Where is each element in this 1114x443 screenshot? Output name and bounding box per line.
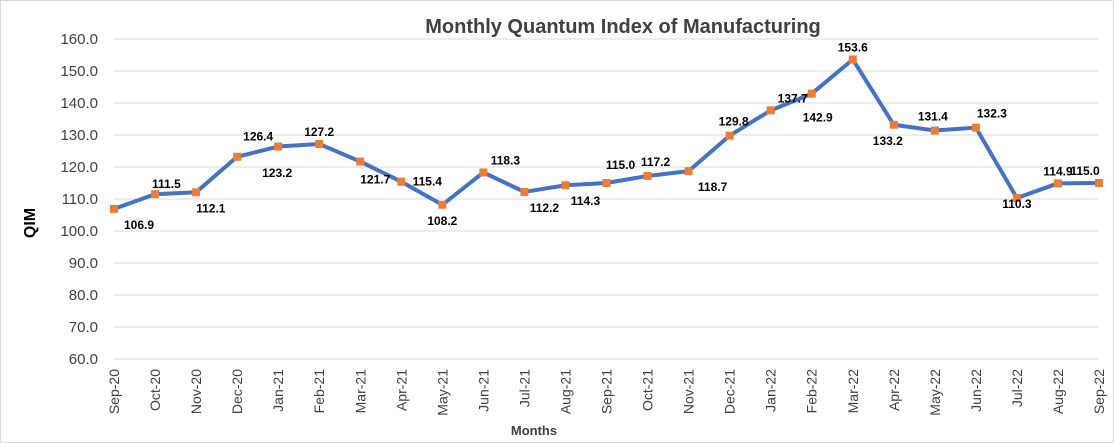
- data-point: [725, 131, 734, 140]
- data-point: [520, 187, 529, 196]
- x-tick-label: Jun-22: [968, 369, 984, 412]
- x-tick-label: May-22: [927, 369, 943, 416]
- data-label: 118.7: [698, 180, 728, 194]
- data-labels: 106.9 111.5 112.1 123.2 126.4 127.2 121.7 115.4…: [124, 40, 1100, 231]
- x-tick-label: May-21: [434, 369, 450, 416]
- x-tick-label: Apr-22: [886, 369, 902, 411]
- gridlines: [114, 38, 1099, 360]
- data-label: 112.2: [530, 201, 560, 215]
- data-point: [684, 167, 693, 176]
- series-markers: [110, 55, 1103, 213]
- data-label: 106.9: [124, 218, 154, 232]
- y-tick-label: 150.0: [60, 63, 98, 80]
- x-tick-label: Mar-21: [352, 369, 368, 414]
- x-tick-label: Aug-22: [1050, 369, 1066, 414]
- y-tick-label: 100.0: [60, 223, 98, 240]
- chart-title: Monthly Quantum Index of Manufacturing: [425, 16, 821, 38]
- data-point: [397, 177, 406, 186]
- data-label: 132.3: [977, 107, 1007, 121]
- x-axis-ticks: Sep-20 Oct-20 Nov-20 Dec-20 Jan-21 Feb-21 Mar-…: [106, 369, 1107, 416]
- x-tick-label: Oct-20: [147, 369, 163, 411]
- data-point: [151, 190, 160, 199]
- data-point: [356, 157, 365, 166]
- data-point: [930, 126, 939, 135]
- data-point: [192, 188, 201, 197]
- data-label: 115.4: [413, 175, 443, 189]
- x-tick-label: Apr-21: [393, 369, 409, 411]
- y-tick-label: 110.0: [62, 191, 98, 208]
- x-tick-label: Jul-22: [1009, 369, 1025, 407]
- data-point: [438, 200, 447, 209]
- data-label: 133.2: [873, 134, 903, 148]
- data-label: 108.2: [427, 214, 457, 228]
- y-tick-label: 80.0: [69, 287, 98, 304]
- x-tick-label: Sep-21: [599, 369, 615, 414]
- y-tick-label: 120.0: [60, 159, 98, 176]
- data-label: 114.3: [571, 194, 601, 208]
- data-label: 142.9: [803, 111, 833, 125]
- x-tick-label: Dec-21: [722, 369, 738, 414]
- data-label: 115.0: [1070, 164, 1100, 178]
- data-label: 131.4: [918, 110, 948, 124]
- data-label: 114.9: [1043, 164, 1073, 178]
- x-tick-label: Nov-20: [188, 369, 204, 414]
- data-point: [233, 152, 242, 161]
- x-tick-label: Sep-20: [106, 369, 122, 414]
- data-point: [848, 55, 857, 64]
- x-tick-label: Jan-21: [270, 369, 286, 412]
- y-tick-label: 130.0: [60, 127, 98, 144]
- x-axis-title: Months: [511, 423, 557, 438]
- data-point: [807, 89, 816, 98]
- data-point: [1095, 179, 1103, 187]
- data-label: 115.0: [606, 158, 636, 172]
- x-tick-label: Oct-21: [640, 369, 656, 411]
- data-label: 117.2: [641, 155, 671, 169]
- y-tick-label: 70.0: [69, 319, 98, 336]
- data-point: [315, 139, 324, 148]
- x-tick-label: Feb-21: [311, 369, 327, 414]
- y-tick-label: 90.0: [69, 255, 98, 272]
- data-point: [602, 179, 611, 187]
- y-tick-label: 140.0: [60, 95, 98, 112]
- data-point: [1053, 179, 1062, 188]
- y-axis-title: QIM: [22, 208, 39, 238]
- data-point: [889, 120, 898, 129]
- data-label: 129.8: [719, 115, 749, 129]
- data-point: [479, 168, 488, 177]
- data-label: 121.7: [360, 173, 390, 187]
- y-tick-label: 160.0: [60, 31, 98, 48]
- data-label: 153.6: [838, 40, 868, 54]
- data-label: 126.4: [243, 130, 273, 144]
- data-label: 111.5: [152, 177, 181, 191]
- data-point: [971, 123, 980, 132]
- x-tick-label: Aug-21: [557, 369, 573, 414]
- x-tick-label: Dec-20: [229, 369, 245, 414]
- data-point: [110, 204, 118, 213]
- data-point: [766, 106, 775, 115]
- data-label: 110.3: [1002, 197, 1032, 211]
- data-point: [274, 142, 283, 151]
- y-tick-label: 60.0: [69, 351, 98, 368]
- data-label: 112.1: [196, 201, 226, 215]
- data-label: 127.2: [304, 125, 334, 139]
- x-tick-label: Nov-21: [681, 369, 697, 414]
- x-tick-label: Jan-22: [763, 369, 779, 412]
- data-label: 118.3: [491, 153, 521, 167]
- x-tick-label: Sep-22: [1091, 369, 1107, 414]
- data-point: [1012, 194, 1021, 203]
- x-tick-label: Mar-22: [845, 369, 861, 414]
- data-label: 137.7: [778, 91, 808, 105]
- data-point: [561, 181, 570, 190]
- data-label: 123.2: [262, 166, 292, 180]
- y-axis-ticks: 60.0 70.0 80.0 90.0 100.0 110.0 120.0 130.0 140.…: [60, 31, 98, 368]
- x-tick-label: Jul-21: [516, 369, 532, 407]
- x-tick-label: Feb-22: [804, 369, 820, 414]
- data-point: [643, 171, 652, 180]
- x-tick-label: Jun-21: [475, 369, 491, 412]
